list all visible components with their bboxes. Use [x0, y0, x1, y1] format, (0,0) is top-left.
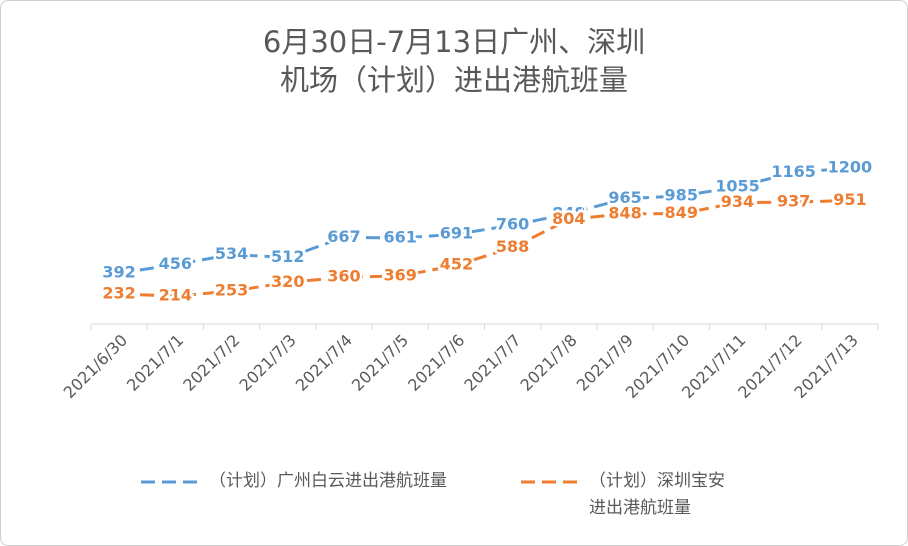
data-label: 937 [777, 192, 810, 211]
data-label: 214 [159, 286, 192, 305]
data-label: 849 [665, 203, 698, 222]
x-tick-label: 2021/7/6 [404, 331, 468, 395]
x-tick-label: 2021/7/1 [123, 331, 187, 395]
data-label: 934 [721, 192, 754, 211]
data-label: 667 [327, 227, 360, 246]
x-tick-label: 2021/7/3 [236, 331, 300, 395]
x-tick-label: 2021/7/4 [292, 331, 356, 395]
data-label: 965 [608, 188, 641, 207]
data-label: 1200 [828, 158, 873, 177]
data-label: 452 [440, 255, 473, 274]
data-label: 392 [102, 263, 135, 282]
data-label: 848 [608, 203, 641, 222]
data-label: 512 [271, 247, 304, 266]
data-label: 232 [102, 283, 135, 302]
line-series [119, 198, 850, 298]
data-label: 360 [327, 267, 360, 286]
data-label: 985 [665, 185, 698, 204]
data-label: 369 [383, 266, 416, 285]
data-label: 661 [383, 228, 416, 247]
line-series [118, 166, 851, 275]
data-label: 760 [496, 215, 529, 234]
x-tick-label: 2021/7/5 [348, 331, 412, 395]
data-label: 588 [496, 237, 529, 256]
chart-title: 6月30日-7月13日广州、深圳 机场（计划）进出港航班量 [262, 25, 646, 97]
x-tick-label: 2021/7/2 [179, 331, 243, 395]
x-tick-label: 2021/7/7 [460, 331, 524, 395]
legend-label: （计划）广州白云进出港航班量 [209, 471, 447, 491]
data-label: 804 [552, 209, 585, 228]
data-label: 1055 [715, 176, 760, 195]
x-tick-label: 2021/7/8 [517, 331, 581, 395]
x-tick-label: 2021/6/30 [60, 331, 131, 402]
data-label: 951 [833, 190, 866, 209]
data-label: 320 [271, 272, 304, 291]
legend-label: （计划）深圳宝安 进出港航班量 [589, 471, 725, 518]
data-label: 1165 [771, 162, 816, 181]
data-label: 534 [215, 244, 248, 263]
data-label: 691 [440, 224, 473, 243]
data-label: 253 [215, 281, 248, 300]
data-label: 456 [159, 254, 192, 273]
